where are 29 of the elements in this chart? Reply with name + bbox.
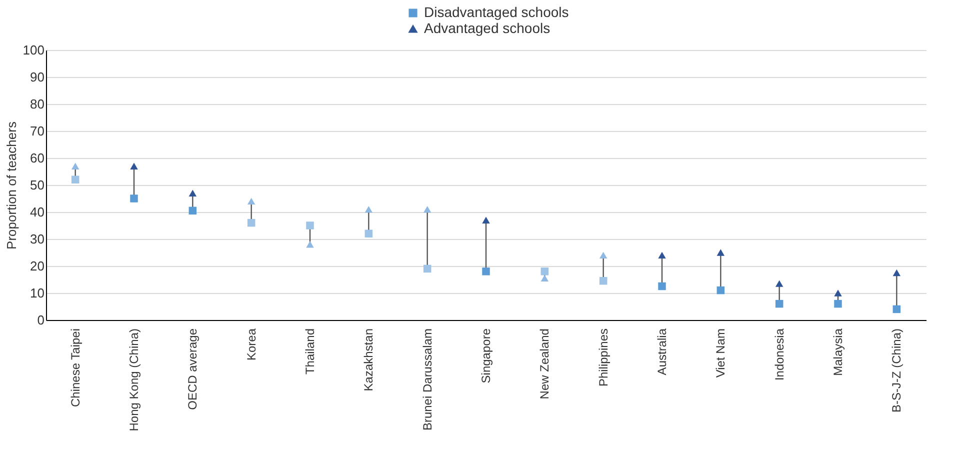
y-tick-label: 40	[30, 204, 44, 220]
legend-label: Advantaged schools	[424, 20, 550, 36]
y-tick-label: 30	[30, 232, 44, 246]
y-tick-label: 90	[30, 70, 44, 84]
x-tick-label: Philippines	[596, 328, 610, 387]
x-tick-label: Indonesia	[772, 328, 786, 381]
y-tick-label: 80	[30, 96, 44, 112]
x-tick-label: Malaysia	[831, 328, 845, 376]
x-tick-label: Chinese Taipei	[68, 328, 82, 407]
y-tick-label: 70	[30, 124, 44, 138]
y-tick-label: 100	[22, 42, 44, 58]
y-tick-label: 60	[30, 150, 44, 166]
y-axis-title: Proportion of teachers	[4, 121, 19, 250]
x-tick-label: B-S-J-Z (China)	[890, 328, 904, 413]
x-tick-label: Brunei Darussalam	[420, 328, 434, 431]
x-tick-label: OECD average	[186, 328, 200, 410]
y-tick-label: 10	[30, 286, 44, 300]
legend-label: Disadvantaged schools	[424, 4, 569, 20]
x-tick-label: Australia	[655, 328, 669, 376]
x-tick-label: Viet Nam	[714, 328, 728, 378]
x-tick-label: New Zealand	[538, 328, 552, 400]
x-tick-label: Hong Kong (China)	[127, 328, 141, 432]
y-tick-label: 0	[37, 312, 44, 328]
x-tick-label: Singapore	[479, 328, 493, 384]
x-tick-label: Kazakhstan	[362, 328, 376, 392]
y-tick-label: 50	[30, 178, 44, 192]
x-tick-label: Korea	[244, 328, 258, 361]
x-tick-label: Thailand	[303, 328, 317, 375]
y-tick-label: 20	[30, 258, 44, 274]
